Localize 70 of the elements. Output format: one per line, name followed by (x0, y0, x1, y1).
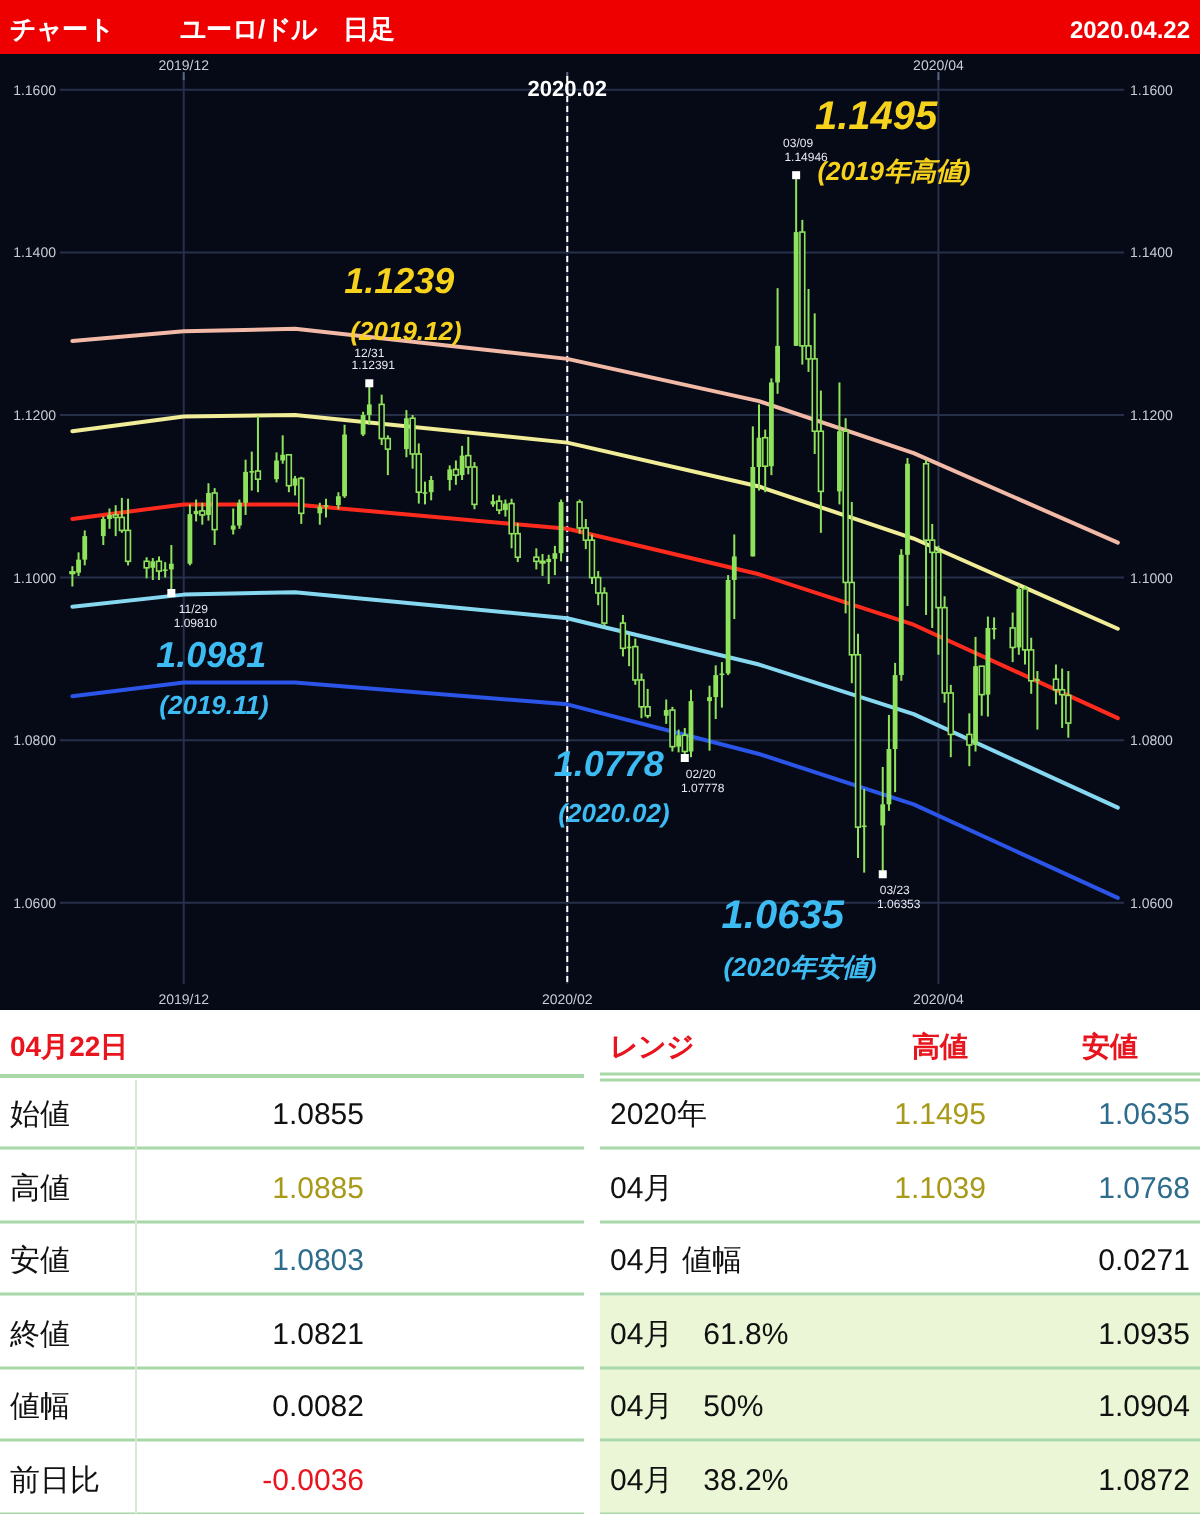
candlestick (404, 409, 409, 459)
ref-line-label: 2020.02 (527, 78, 608, 102)
candlestick (669, 705, 676, 753)
candlestick (168, 544, 174, 594)
text: 1.0855 (272, 1098, 364, 1132)
annotation: 1.0635 (721, 894, 846, 939)
candlestick (124, 497, 132, 567)
text: 始値 (10, 1098, 70, 1132)
text: -0.0036 (262, 1464, 364, 1498)
text: 1.0821 (272, 1318, 364, 1352)
text: 1.0635 (1098, 1098, 1190, 1132)
text: 1.0768 (1098, 1172, 1190, 1206)
candlestick (533, 547, 540, 571)
chart-subtitle: ユーロ/ドル 日足 (180, 14, 396, 44)
annotation: (2020年安値) (723, 952, 877, 982)
annotation: 1.1239 (344, 261, 455, 302)
text: 04月 値幅 (610, 1244, 742, 1278)
annotation: 1.0981 (156, 635, 267, 675)
candlestick (317, 501, 323, 526)
text: 安値 (1082, 1030, 1138, 1062)
candlestick (150, 557, 156, 581)
text: 04月 (610, 1172, 674, 1206)
text: 04月 38.2% (610, 1464, 789, 1498)
text: 前日比 (10, 1464, 100, 1498)
candlestick (447, 464, 453, 492)
text: 2020.04.22 (1069, 16, 1191, 44)
annotation: (2019.12) (350, 316, 462, 346)
candlestick (112, 504, 119, 538)
annotation: 1.1495 (814, 95, 940, 140)
annotation: (2019.11) (159, 690, 269, 720)
candlestick (100, 515, 106, 547)
text: 1.0872 (1098, 1464, 1190, 1498)
text: 0.0271 (1098, 1244, 1190, 1278)
text: 1.0904 (1098, 1390, 1190, 1424)
chart-title: チャート (10, 14, 114, 44)
text: 高値 (912, 1030, 968, 1062)
candlestick (323, 497, 329, 519)
candlestick (206, 482, 211, 522)
line-series (70, 502, 1120, 721)
candlestick (155, 555, 163, 581)
candlestick (298, 475, 305, 525)
text: 1.1495 (894, 1098, 986, 1132)
text: 1.0803 (272, 1244, 364, 1278)
annotation: 1.0778 (553, 744, 664, 785)
text: 終値 (8, 1318, 70, 1352)
candlestick (211, 487, 218, 547)
text: 1.1039 (894, 1172, 986, 1206)
annotation: (2020.02) (558, 798, 670, 828)
text: 値幅 (10, 1390, 70, 1424)
text: 04月 50% (610, 1390, 764, 1424)
candlestick (619, 613, 627, 658)
text: 0.0082 (272, 1390, 364, 1424)
text: 2020年 (610, 1098, 707, 1132)
text: 1.0935 (1098, 1318, 1190, 1352)
candlestick (428, 474, 434, 502)
candlestick (254, 414, 262, 494)
candlestick (143, 556, 150, 580)
text: 04月 61.8% (610, 1318, 789, 1352)
text: 04月22日 (10, 1030, 129, 1062)
line-series (70, 680, 1120, 900)
candlestick (496, 494, 503, 516)
candlestick (546, 553, 552, 586)
text: レンジ (610, 1030, 694, 1062)
line-series (70, 412, 1120, 631)
candlestick (230, 507, 236, 536)
text: 1.0885 (272, 1172, 364, 1206)
candlestick (539, 552, 546, 577)
text: 高値 (10, 1172, 70, 1206)
candlestick (1065, 670, 1072, 739)
text: 安値 (10, 1244, 70, 1278)
